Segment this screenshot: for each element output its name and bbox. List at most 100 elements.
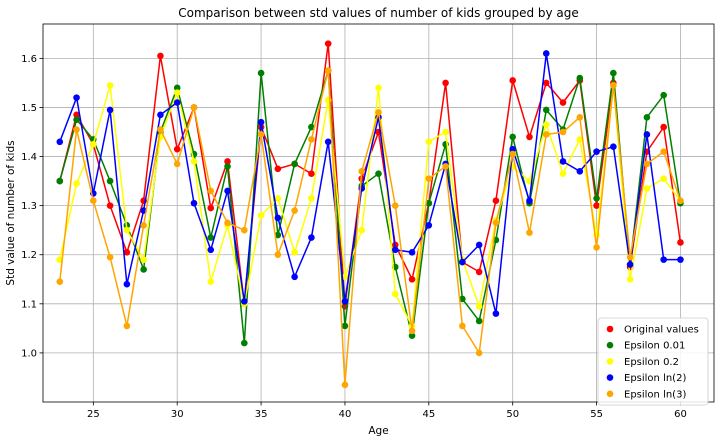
data-point	[207, 187, 215, 195]
data-point	[123, 280, 131, 288]
data-point	[660, 256, 667, 263]
data-point	[576, 136, 584, 143]
y-tick-label: 1.2	[21, 250, 37, 261]
data-point	[308, 170, 315, 178]
data-point	[542, 79, 550, 87]
legend-box	[597, 317, 709, 406]
data-point	[190, 104, 198, 111]
data-point	[308, 123, 315, 131]
data-point	[291, 248, 298, 256]
data-point	[106, 82, 114, 89]
legend-label: Epsilon ln(2)	[624, 373, 686, 384]
legend-label: Original values	[624, 325, 699, 336]
data-point	[442, 128, 449, 136]
data-point	[173, 84, 181, 92]
data-point	[106, 106, 114, 114]
data-point	[224, 163, 231, 170]
data-point	[643, 185, 651, 192]
axis-ticks: 25 30 35 40 45 50 55 60 1.0 1.1 1.2 1.3 1.4 1.5 1.6	[21, 54, 687, 420]
data-point	[660, 91, 667, 99]
y-tick-label: 1.4	[21, 152, 37, 163]
data-point	[626, 275, 634, 283]
data-point	[542, 50, 550, 57]
data-point	[593, 148, 600, 155]
x-tick-label: 30	[171, 409, 184, 420]
data-point	[123, 248, 131, 256]
data-point	[274, 251, 282, 259]
data-point	[576, 113, 584, 121]
data-point	[475, 241, 483, 249]
data-point	[257, 69, 265, 77]
data-point	[509, 150, 516, 158]
y-tick-label: 1.5	[21, 103, 37, 114]
data-point	[375, 170, 382, 178]
legend-label: Epsilon ln(3)	[624, 389, 686, 400]
series-line	[59, 70, 682, 385]
data-point	[677, 197, 684, 205]
x-axis-label: Age	[368, 425, 388, 437]
data-point	[56, 278, 64, 286]
legend-marker	[606, 358, 614, 365]
data-point	[391, 202, 399, 209]
data-point	[593, 194, 600, 202]
data-point	[207, 278, 215, 286]
data-point	[90, 140, 97, 148]
data-point	[643, 160, 651, 168]
data-point	[73, 180, 80, 187]
data-point	[559, 170, 567, 178]
data-point	[475, 268, 483, 276]
data-point	[425, 175, 433, 182]
data-point	[274, 214, 282, 222]
data-point	[358, 185, 366, 192]
data-point	[643, 131, 651, 138]
data-point	[660, 148, 667, 155]
data-point	[375, 109, 382, 116]
data-point	[576, 74, 584, 82]
data-point	[308, 136, 315, 143]
legend-label: Epsilon 0.2	[624, 357, 679, 368]
data-point	[207, 246, 215, 254]
data-point	[677, 256, 684, 263]
data-point	[241, 298, 248, 305]
data-point	[626, 261, 634, 268]
data-point	[459, 295, 466, 303]
data-point	[459, 322, 466, 330]
data-point	[140, 221, 147, 229]
data-point	[391, 290, 399, 298]
data-point	[559, 99, 567, 106]
data-point	[492, 219, 500, 227]
data-point	[341, 322, 349, 330]
data-point	[56, 177, 64, 185]
data-point	[73, 111, 80, 119]
data-point	[660, 123, 667, 131]
legend-label: Epsilon 0.01	[624, 341, 685, 352]
legend-marker	[606, 374, 614, 381]
data-point	[475, 317, 483, 325]
data-point	[291, 160, 298, 168]
data-point	[593, 244, 600, 251]
data-point	[173, 99, 181, 106]
data-point	[173, 89, 181, 97]
data-point	[257, 212, 265, 219]
data-point	[559, 158, 567, 165]
data-point	[291, 273, 298, 281]
data-point	[157, 52, 164, 60]
data-point	[626, 253, 634, 261]
series-epsilon-ln-3-	[56, 67, 684, 389]
data-point	[257, 131, 265, 138]
data-point	[475, 349, 483, 357]
data-point	[73, 94, 80, 101]
data-point	[425, 221, 433, 229]
data-point	[643, 113, 651, 121]
chart-title: Comparison between std values of number …	[178, 6, 579, 20]
data-point	[157, 111, 164, 119]
data-point	[391, 246, 399, 254]
data-point	[425, 199, 433, 207]
data-point	[224, 219, 231, 227]
data-point	[207, 234, 215, 241]
data-point	[324, 138, 332, 146]
plot-frame	[42, 23, 715, 403]
data-point	[542, 131, 550, 138]
data-point	[526, 229, 533, 236]
